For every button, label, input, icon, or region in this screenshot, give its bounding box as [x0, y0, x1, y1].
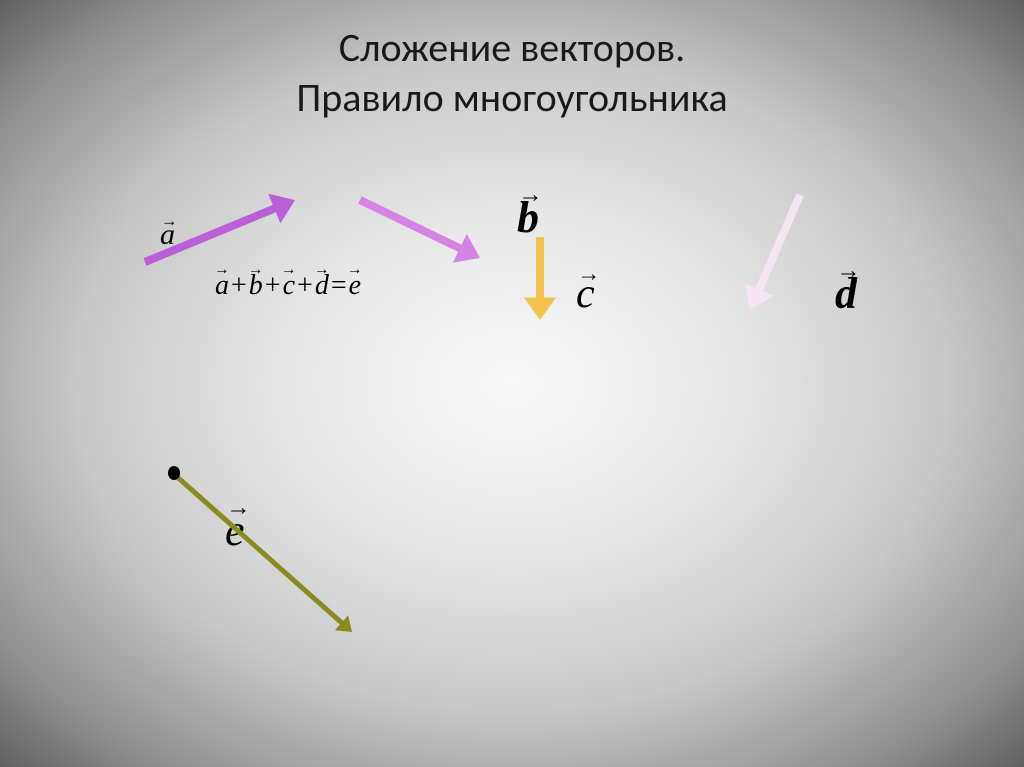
- vector-a-shaft: [145, 208, 275, 262]
- origin-dot: [168, 466, 180, 480]
- vector-b-shaft: [360, 200, 461, 249]
- vector-d-shaft: [759, 195, 800, 290]
- vector-c-head: [524, 298, 556, 320]
- vector-e-shaft: [175, 475, 342, 623]
- vector-diagram-canvas: [0, 0, 1024, 767]
